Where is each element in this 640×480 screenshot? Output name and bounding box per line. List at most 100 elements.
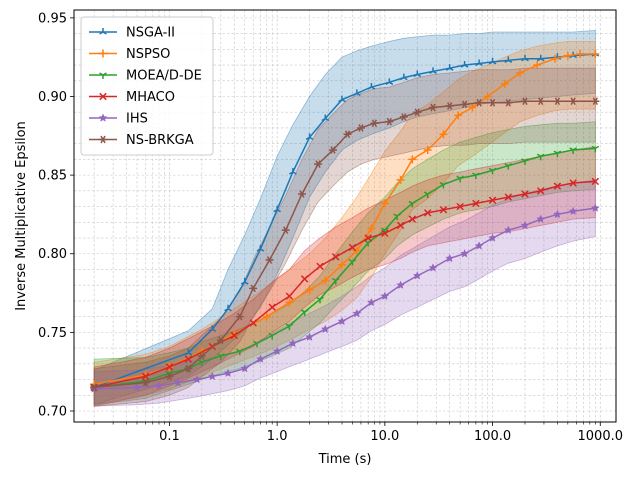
nsga-ii-point xyxy=(385,78,394,85)
mhaco-point xyxy=(165,363,174,371)
nsga-ii-point xyxy=(289,167,297,175)
ns-brkga-point xyxy=(343,130,352,139)
ns-brkga-point xyxy=(235,312,244,321)
ns-brkga-point xyxy=(90,383,99,392)
nsga-ii-point xyxy=(413,70,422,78)
ihs-point xyxy=(503,225,513,234)
nspso-point xyxy=(591,50,600,59)
ihs-point xyxy=(192,374,202,384)
ns-brkga-point xyxy=(429,103,438,112)
y-tick-label: 0.70 xyxy=(38,404,67,419)
ns-brkga-point xyxy=(265,256,274,264)
nspso-point xyxy=(321,276,330,285)
legend-nspso-label: NSPSO xyxy=(126,47,170,62)
ihs-point xyxy=(240,363,250,373)
ihs-point xyxy=(352,308,362,318)
ns-brkga-point xyxy=(385,117,394,126)
ihs-point xyxy=(272,346,282,355)
ns-brkga-point xyxy=(297,190,306,198)
ns-brkga-point xyxy=(281,226,290,235)
ns-brkga-point xyxy=(165,372,174,381)
legend-box xyxy=(80,16,214,156)
nsga-ii-point xyxy=(338,95,346,103)
moea-d-de-point xyxy=(268,332,277,340)
mhaco-point xyxy=(456,202,464,211)
nsga-ii-point xyxy=(184,348,193,356)
nspso-point xyxy=(563,51,572,60)
ns-brkga-point xyxy=(356,124,365,132)
ns-brkga-point xyxy=(520,97,529,106)
legend-ns-brkga-label: NS-BRKGA xyxy=(126,133,194,148)
ihs-point xyxy=(380,291,390,300)
ihs-band xyxy=(93,179,596,407)
mhaco-point xyxy=(268,303,276,311)
ns-brkga-point xyxy=(216,336,225,345)
nsga-ii-point xyxy=(305,133,314,141)
nspso-band xyxy=(93,41,596,406)
moea-d-de-point xyxy=(536,153,545,161)
moea-d-de-point xyxy=(331,277,340,285)
mhaco-point xyxy=(488,196,497,205)
moea-d-de-point xyxy=(569,147,577,154)
y-tick-label: 0.75 xyxy=(38,326,67,341)
nspso-point xyxy=(454,111,463,120)
nspso-point xyxy=(500,79,509,88)
nsga-ii-point xyxy=(536,54,545,62)
moea-d-de-point xyxy=(488,167,497,175)
mhaco-point xyxy=(285,292,294,300)
nspso-point xyxy=(423,145,432,154)
ns-brkga-point xyxy=(569,97,578,106)
y-tick-label: 0.95 xyxy=(38,11,67,26)
nspso-point xyxy=(483,92,492,101)
legend-moea-d-de-marker xyxy=(99,72,107,79)
moea-d-de-point xyxy=(235,348,244,356)
nsga-ii-band xyxy=(93,30,596,406)
ihs-point xyxy=(173,378,183,387)
nsga-ii-point xyxy=(460,61,469,68)
nspso-point xyxy=(352,246,361,255)
ihs-point xyxy=(154,381,164,390)
ns-brkga-point xyxy=(460,100,469,109)
ihs-point xyxy=(223,368,233,378)
ns-brkga-point xyxy=(504,98,513,107)
nspso-point xyxy=(396,175,405,184)
nspso-point xyxy=(439,130,448,139)
legend-nspso-marker xyxy=(99,49,107,58)
moea-d-de-point xyxy=(521,158,529,165)
plot-frame xyxy=(73,9,617,423)
ns-brkga-point xyxy=(536,97,545,106)
nsga-ii-point xyxy=(504,56,513,63)
nspso-point xyxy=(408,155,417,164)
ihs-point xyxy=(460,249,470,258)
legend-nsga-ii-label: NSGA-II xyxy=(126,26,175,41)
mhaco-point xyxy=(364,234,372,242)
nspso-point xyxy=(305,285,314,294)
mhaco-line xyxy=(93,180,596,389)
moea-d-de-point xyxy=(456,175,464,183)
mhaco-point xyxy=(423,209,432,217)
ihs-point xyxy=(568,206,578,216)
ihs-point xyxy=(590,203,600,212)
ns-brkga-point xyxy=(445,102,454,110)
moea-d-de-point xyxy=(504,163,513,170)
ihs-point xyxy=(132,382,142,392)
mhaco-point xyxy=(408,215,417,223)
moea-d-de-point xyxy=(316,296,324,304)
nsga-ii-point xyxy=(224,304,232,312)
nsga-ii-point xyxy=(399,73,408,81)
nspso-point xyxy=(367,224,376,233)
series-lines xyxy=(89,50,600,393)
nspso-point xyxy=(285,298,294,307)
y-tick-label: 0.90 xyxy=(38,90,67,105)
moea-d-de-point xyxy=(591,145,600,153)
nspso-point xyxy=(337,260,346,269)
ihs-point xyxy=(256,354,265,363)
mhaco-point xyxy=(396,221,405,230)
mhaco-point xyxy=(521,190,529,198)
axis-ticks: 0.1 1.0 10.0 100.0 1000.0 0.70 0.75 0.80 0.85 0.9… xyxy=(38,11,623,444)
x-tick-label: 1.0 xyxy=(267,429,288,444)
moea-d-de-point xyxy=(300,309,309,316)
ihs-point xyxy=(445,253,455,263)
mhaco-point xyxy=(569,179,577,187)
